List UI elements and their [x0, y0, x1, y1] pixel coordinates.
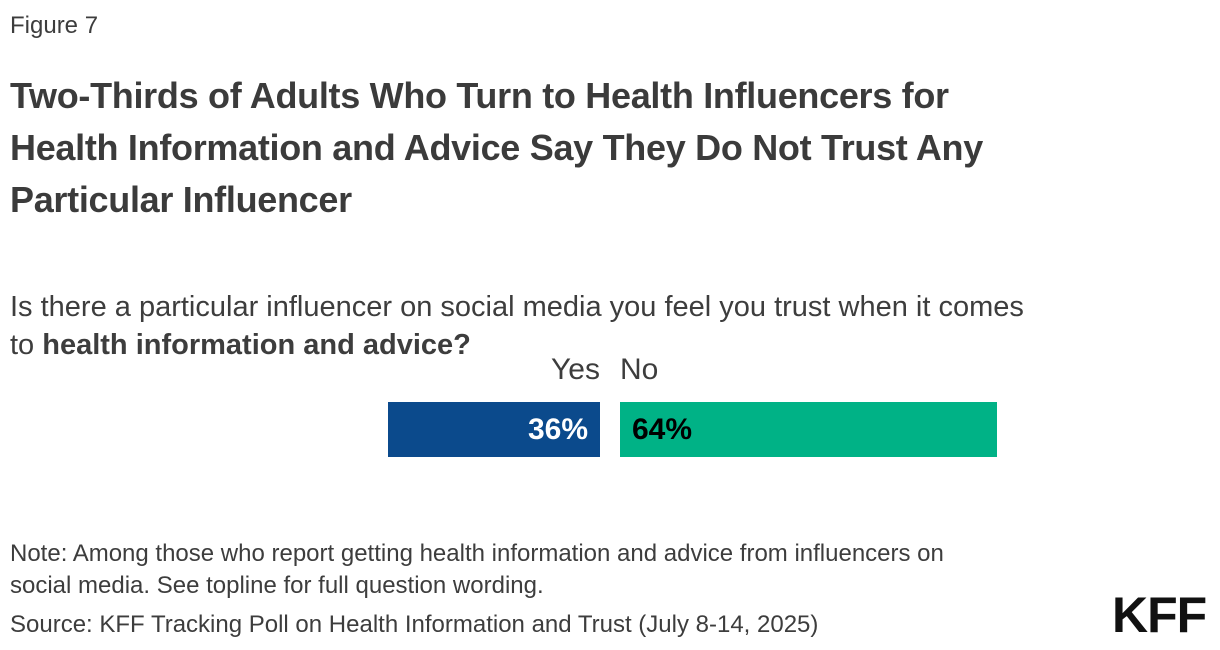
- subtitle-regular-text: Is there a particular influencer on soci…: [10, 291, 1024, 361]
- kff-logo: KFF: [1112, 587, 1207, 643]
- bar-yes: 36%: [388, 402, 600, 457]
- bar-value-label-yes: 36%: [527, 412, 588, 446]
- bar-group-yes: Yes 36%: [388, 352, 600, 457]
- category-label-yes: Yes: [551, 353, 600, 386]
- figure-title: Two-Thirds of Adults Who Turn to Health …: [10, 75, 983, 220]
- bar-chart: Yes 36% No 64%: [388, 352, 997, 457]
- bar-group-no: No 64%: [620, 352, 997, 457]
- bar-no: 64%: [620, 402, 997, 457]
- category-label-no: No: [620, 353, 659, 386]
- figure-subtitle: Is there a particular influencer on soci…: [10, 250, 1215, 364]
- figure-label: Figure 7: [10, 12, 99, 39]
- subtitle-bold-text: health information and advice?: [42, 329, 471, 361]
- source-text: Source: KFF Tracking Poll on Health Info…: [10, 611, 819, 638]
- bar-value-label-no: 64%: [632, 412, 693, 446]
- note-text: Note: Among those who report getting hea…: [10, 540, 944, 599]
